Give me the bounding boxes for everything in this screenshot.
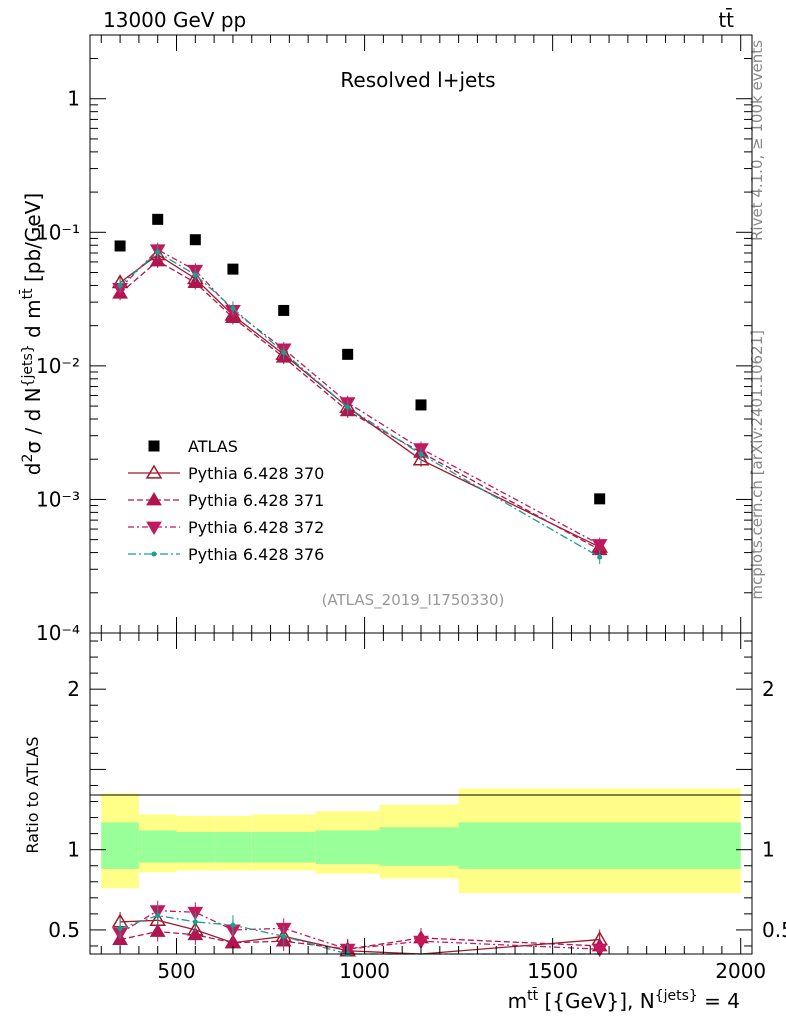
ratio-y-tick-labels: 2 2 1 1 0.5 0.5 bbox=[48, 677, 786, 942]
ratio-plot-frame bbox=[89, 632, 753, 955]
legend-label-p372: Pythia 6.428 372 bbox=[188, 518, 324, 537]
series-p371 bbox=[112, 252, 608, 557]
ratio-point-p376 bbox=[155, 912, 161, 918]
legend-label-p376: Pythia 6.428 376 bbox=[188, 545, 324, 564]
x-axis-label: mtt̄ [{GeV}], N{jets} = 4 bbox=[508, 986, 740, 1013]
ratio-series-p370 bbox=[111, 910, 608, 957]
data-point-p376 bbox=[155, 249, 161, 255]
ratio-point-p376 bbox=[117, 925, 123, 931]
ratio-panel: 2 2 1 1 0.5 0.5 500 1000 1500 2000 Ratio to ATLA… bbox=[23, 632, 786, 1013]
ratio-point-p371 bbox=[149, 923, 166, 937]
legend-marker-p376 bbox=[151, 551, 157, 557]
legend: ATLAS Pythia 6.428 370 Pythia 6.428 371 Pyt… bbox=[128, 437, 324, 564]
mcplots-label: mcplots.cern.ch [arXiv:2401.10621] bbox=[748, 330, 766, 600]
ratio-line-p371 bbox=[119, 930, 600, 950]
legend-label-atlas: ATLAS bbox=[188, 437, 238, 456]
uncertainty-band-inner bbox=[458, 822, 741, 869]
legend-marker-p370 bbox=[145, 464, 163, 479]
header-energy-label: 13000 GeV pp bbox=[103, 8, 246, 32]
x-tick-label: 1500 bbox=[527, 959, 578, 983]
x-tick-label: 500 bbox=[157, 959, 195, 983]
ratio-uncertainty-bands bbox=[101, 788, 741, 894]
ratio-point-p372 bbox=[413, 935, 429, 950]
main-series bbox=[111, 213, 608, 565]
ratio-y-axis-label: Ratio to ATLAS bbox=[23, 736, 42, 853]
ratio-y-tick-label: 2 bbox=[67, 677, 80, 701]
main-title: Resolved l+jets bbox=[340, 68, 495, 92]
data-point-p376 bbox=[230, 305, 236, 311]
main-y-tick-label: 10⁻¹ bbox=[36, 220, 80, 244]
data-point-p376 bbox=[418, 451, 424, 457]
ratio-point-p372 bbox=[591, 943, 608, 958]
series-p376 bbox=[117, 245, 603, 565]
ratio-y-tick-label-right: 0.5 bbox=[762, 918, 786, 942]
uncertainty-band-inner bbox=[379, 827, 459, 866]
ratio-point-p376 bbox=[230, 922, 236, 928]
main-y-tick-labels: 1 10⁻¹ 10⁻² 10⁻³ 10⁻⁴ bbox=[36, 87, 80, 645]
uncertainty-band-inner bbox=[176, 832, 215, 863]
rivet-version-label: Rivet 4.1.0, ≥ 100k events bbox=[748, 40, 766, 241]
atlas-data-point bbox=[114, 240, 126, 252]
uncertainty-band-inner bbox=[315, 830, 380, 865]
atlas-data-point bbox=[189, 234, 201, 246]
analysis-watermark: (ATLAS_2019_I1750330) bbox=[322, 591, 505, 610]
legend-marker-p372 bbox=[146, 521, 162, 535]
atlas-data-point bbox=[594, 493, 606, 505]
atlas-data-point bbox=[227, 263, 239, 275]
x-tick-label: 1000 bbox=[339, 959, 390, 983]
main-panel: Resolved l+jets (ATLAS_2019_I1750330) 11… bbox=[18, 34, 753, 645]
ratio-point-p371 bbox=[187, 926, 204, 941]
main-axis-ticks bbox=[90, 34, 752, 634]
ratio-series bbox=[111, 900, 608, 958]
legend-label-p370: Pythia 6.428 370 bbox=[188, 464, 324, 483]
data-point-p372 bbox=[591, 539, 608, 553]
main-y-axis-label: d2σ / d N{jets} d mtt̄ [pb/GeV] bbox=[18, 193, 45, 475]
ratio-axis-ticks bbox=[90, 633, 752, 954]
header-process-label: tt̄ bbox=[718, 7, 734, 32]
ratio-y-tick-label: 0.5 bbox=[48, 918, 80, 942]
uncertainty-band-inner bbox=[251, 832, 316, 863]
legend-marker-p371 bbox=[146, 492, 162, 506]
data-point-p370 bbox=[412, 451, 430, 466]
series-atlas bbox=[114, 213, 606, 505]
data-point-p376 bbox=[117, 282, 123, 288]
ratio-y-tick-label: 1 bbox=[67, 838, 80, 862]
ratio-series-p371 bbox=[112, 921, 608, 955]
atlas-data-point bbox=[342, 348, 354, 360]
ratio-point-p376 bbox=[192, 919, 198, 925]
data-point-p371 bbox=[149, 252, 166, 267]
ratio-y-tick-label-right: 1 bbox=[762, 838, 775, 862]
data-point-p376 bbox=[281, 349, 287, 355]
data-point-p376 bbox=[345, 404, 351, 410]
uncertainty-band-inner bbox=[214, 832, 252, 863]
ratio-point-p376 bbox=[281, 933, 287, 939]
legend-label-p371: Pythia 6.428 371 bbox=[188, 491, 324, 510]
legend-marker-atlas bbox=[148, 440, 160, 452]
main-plot-frame bbox=[89, 34, 753, 634]
x-tick-label: 2000 bbox=[715, 959, 766, 983]
series-line-p376 bbox=[119, 251, 600, 558]
data-point-p376 bbox=[597, 554, 603, 560]
x-tick-labels: 500 1000 1500 2000 bbox=[157, 959, 766, 983]
uncertainty-band-inner bbox=[101, 822, 139, 869]
main-y-tick-label: 1 bbox=[67, 87, 80, 111]
uncertainty-band-inner bbox=[138, 830, 177, 863]
data-point-p376 bbox=[192, 272, 198, 278]
atlas-data-point bbox=[152, 213, 164, 225]
atlas-data-point bbox=[415, 399, 427, 411]
atlas-data-point bbox=[278, 304, 290, 316]
ratio-y-tick-label-right: 2 bbox=[762, 677, 775, 701]
main-y-tick-label: 10⁻³ bbox=[36, 487, 80, 511]
main-y-tick-label: 10⁻² bbox=[36, 354, 80, 378]
main-y-tick-label: 10⁻⁴ bbox=[36, 621, 80, 645]
